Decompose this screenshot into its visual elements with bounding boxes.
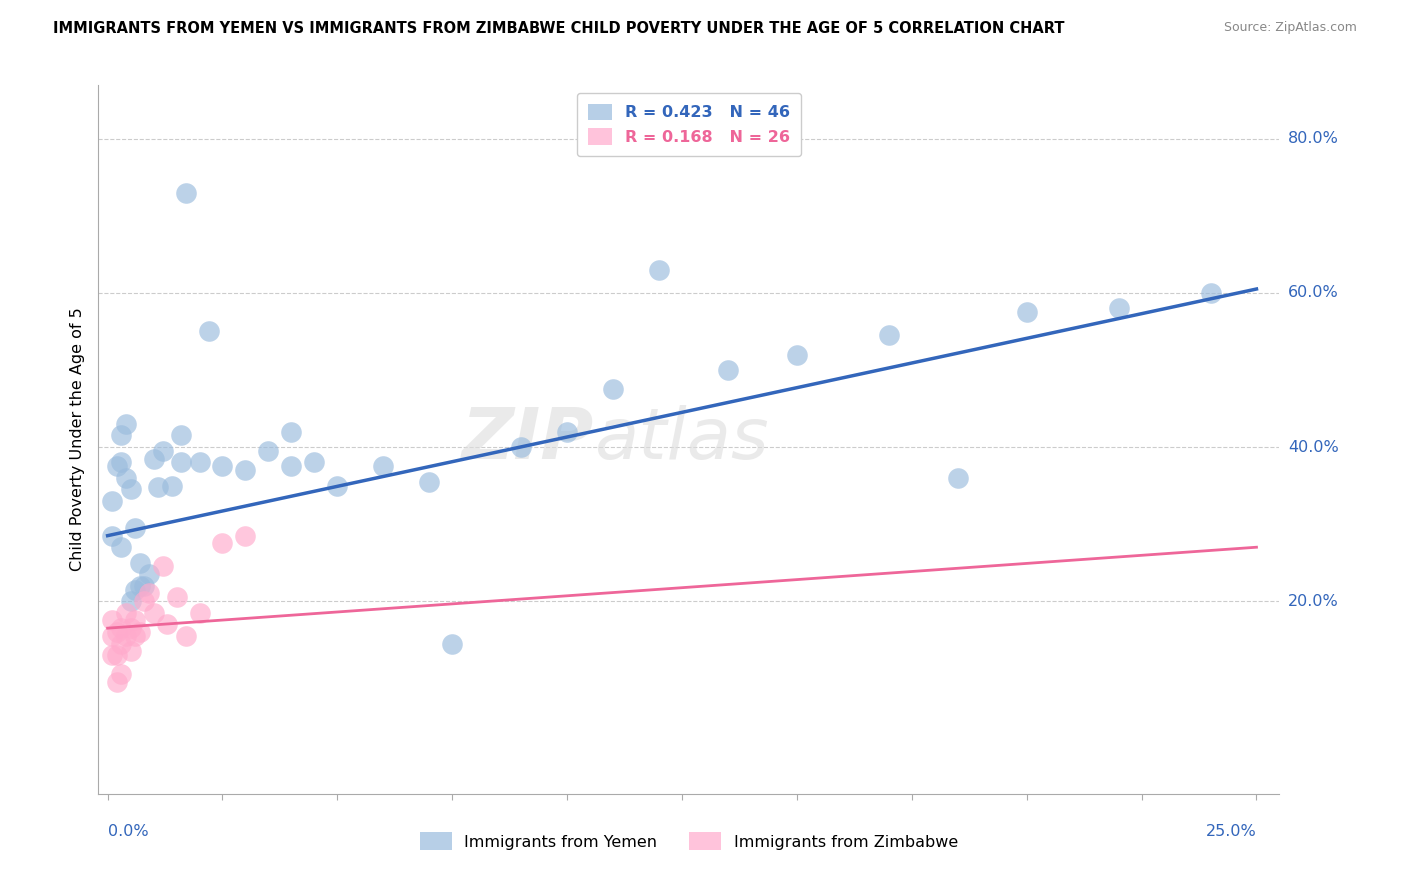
Text: ZIP: ZIP — [463, 405, 595, 474]
Point — [138, 586, 160, 600]
Point — [197, 325, 219, 339]
Point — [128, 579, 150, 593]
Point — [134, 594, 156, 608]
Legend: Immigrants from Yemen, Immigrants from Zimbabwe: Immigrants from Yemen, Immigrants from Z… — [413, 826, 965, 857]
Point — [120, 621, 142, 635]
Point — [124, 521, 146, 535]
Text: 60.0%: 60.0% — [1288, 285, 1339, 301]
Point — [211, 536, 233, 550]
Point — [257, 443, 280, 458]
Point — [124, 629, 146, 643]
Point — [110, 428, 132, 442]
Point — [101, 629, 124, 643]
Point — [188, 455, 211, 469]
Point — [326, 478, 349, 492]
Point — [510, 440, 533, 454]
Point — [142, 606, 165, 620]
Point — [1199, 285, 1222, 300]
Point — [1015, 305, 1038, 319]
Text: 25.0%: 25.0% — [1206, 824, 1257, 839]
Point — [280, 459, 302, 474]
Point — [124, 614, 146, 628]
Point — [156, 617, 179, 632]
Point — [115, 606, 138, 620]
Text: atlas: atlas — [595, 405, 769, 474]
Point — [235, 529, 257, 543]
Point — [115, 471, 138, 485]
Point — [120, 644, 142, 658]
Point — [101, 648, 124, 662]
Text: Source: ZipAtlas.com: Source: ZipAtlas.com — [1223, 21, 1357, 35]
Text: 20.0%: 20.0% — [1288, 594, 1339, 608]
Point — [170, 428, 193, 442]
Point — [648, 262, 671, 277]
Point — [128, 625, 150, 640]
Point — [188, 606, 211, 620]
Point — [134, 579, 156, 593]
Point — [170, 455, 193, 469]
Point — [128, 556, 150, 570]
Point — [555, 425, 578, 439]
Point — [152, 443, 174, 458]
Point — [946, 471, 969, 485]
Point — [146, 480, 169, 494]
Point — [110, 667, 132, 681]
Point — [110, 540, 132, 554]
Point — [110, 636, 132, 650]
Point — [142, 451, 165, 466]
Point — [174, 186, 197, 200]
Point — [717, 363, 740, 377]
Point — [110, 621, 132, 635]
Point — [602, 382, 624, 396]
Point — [877, 328, 900, 343]
Point — [138, 567, 160, 582]
Point — [105, 675, 128, 690]
Point — [280, 425, 302, 439]
Point — [124, 582, 146, 597]
Point — [1108, 301, 1130, 316]
Point — [211, 459, 233, 474]
Point — [120, 483, 142, 497]
Point — [166, 591, 188, 605]
Point — [105, 648, 128, 662]
Point — [235, 463, 257, 477]
Point — [418, 475, 440, 489]
Point — [120, 594, 142, 608]
Text: 80.0%: 80.0% — [1288, 131, 1339, 146]
Point — [174, 629, 197, 643]
Text: IMMIGRANTS FROM YEMEN VS IMMIGRANTS FROM ZIMBABWE CHILD POVERTY UNDER THE AGE OF: IMMIGRANTS FROM YEMEN VS IMMIGRANTS FROM… — [53, 21, 1064, 37]
Text: 40.0%: 40.0% — [1288, 440, 1339, 455]
Point — [786, 347, 808, 361]
Point — [110, 455, 132, 469]
Point — [160, 478, 183, 492]
Y-axis label: Child Poverty Under the Age of 5: Child Poverty Under the Age of 5 — [69, 308, 84, 571]
Point — [101, 494, 124, 508]
Point — [373, 459, 395, 474]
Point — [441, 636, 464, 650]
Text: 0.0%: 0.0% — [108, 824, 148, 839]
Point — [101, 614, 124, 628]
Point — [115, 417, 138, 431]
Point — [105, 625, 128, 640]
Point — [115, 629, 138, 643]
Point — [101, 529, 124, 543]
Point — [304, 455, 326, 469]
Point — [152, 559, 174, 574]
Point — [105, 459, 128, 474]
